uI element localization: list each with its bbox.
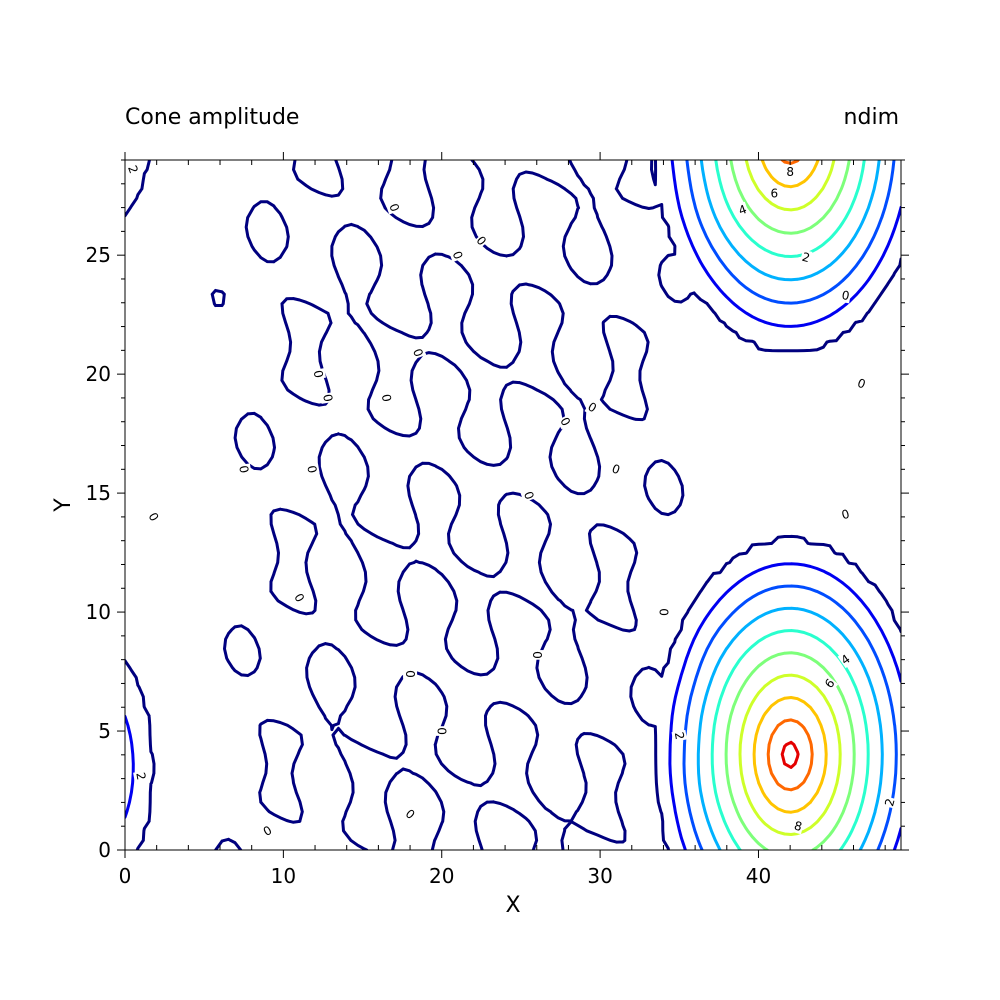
- contour-label: 2: [133, 771, 148, 781]
- contour-label-background: [785, 164, 795, 179]
- contour-label: 2: [882, 797, 898, 808]
- y-tick-label: 0: [98, 838, 111, 862]
- contour-label-background: [671, 729, 688, 742]
- contour-label: 0: [450, 249, 466, 261]
- contour-label-background: [409, 345, 427, 360]
- x-tick-label: 20: [429, 864, 454, 888]
- contour-label-background: [556, 414, 574, 430]
- contour-label-background: [799, 249, 813, 266]
- contour-label: 0: [435, 727, 449, 735]
- contour-label: 0: [521, 489, 537, 501]
- contour-label-background: [259, 822, 276, 840]
- contour-level-8: [766, 160, 814, 792]
- contour-level-1: [125, 160, 901, 850]
- contour-level-2: [682, 160, 898, 850]
- contour-label-background: [854, 375, 869, 392]
- contour-label-background: [839, 506, 853, 523]
- contour-label-background: [310, 368, 326, 381]
- x-tick-label: 0: [119, 864, 132, 888]
- contour-label-background: [881, 795, 898, 809]
- contour-level-9: [780, 740, 800, 769]
- contour-label-background: [124, 162, 142, 177]
- contour-level-7: [752, 160, 828, 814]
- y-tick-label: 5: [98, 719, 111, 743]
- contour-label: 0: [236, 464, 251, 474]
- contour-label: 6: [770, 186, 778, 200]
- contour-label: 2: [672, 731, 687, 741]
- contour-label: 0: [320, 393, 335, 403]
- contour-label-background: [403, 669, 418, 679]
- contour-label-background: [529, 650, 544, 660]
- contour-label: 8: [786, 165, 794, 179]
- contour-label-background: [839, 287, 852, 304]
- contour-level-5: [724, 160, 856, 850]
- x-tick-label: 40: [746, 864, 771, 888]
- contour-label: 8: [793, 818, 804, 834]
- y-tick-label: 25: [86, 243, 111, 267]
- contour-label: 0: [841, 288, 851, 303]
- contour-label: 2: [125, 164, 141, 176]
- contour-label-background: [656, 607, 671, 617]
- contour-label: 0: [379, 393, 394, 403]
- contour-level-3: [696, 160, 884, 850]
- contour-label: 0: [304, 464, 319, 474]
- contour-level-0: [125, 160, 901, 850]
- x-axis-label: X: [505, 893, 520, 918]
- contour-label: 0: [656, 608, 670, 616]
- contour-label: 0: [311, 369, 326, 379]
- contour-label-background: [236, 463, 252, 476]
- contour-label: 4: [737, 202, 749, 218]
- title-left: Cone amplitude: [125, 105, 299, 130]
- contour-label: 0: [530, 651, 544, 659]
- contour-label-background: [304, 463, 320, 476]
- contour-label-background: [290, 590, 308, 606]
- contour-label-background: [609, 461, 623, 478]
- contour-label-background: [449, 248, 466, 263]
- contour-label-background: [434, 726, 449, 736]
- title-right: ndim: [844, 105, 899, 130]
- contour-label-background: [401, 805, 419, 823]
- contour-label: 2: [800, 250, 811, 266]
- y-axis-label: Y: [51, 498, 76, 513]
- contour-label: 0: [610, 461, 622, 477]
- contour-label: 0: [840, 507, 851, 523]
- contour-label-background: [735, 201, 750, 219]
- contour-label: 0: [410, 347, 426, 359]
- contour-label-background: [769, 186, 780, 201]
- contour-label-background: [133, 770, 149, 783]
- contour-label-background: [791, 818, 805, 835]
- y-tick-label: 10: [86, 600, 111, 624]
- contour-label: 0: [855, 376, 867, 392]
- contour-level-6: [738, 160, 842, 836]
- contour-label-background: [837, 651, 854, 669]
- contour-label-background: [145, 509, 162, 525]
- contour-label-background: [584, 398, 600, 416]
- contour-label-background: [319, 391, 336, 404]
- contour-label: 0: [386, 202, 402, 214]
- y-tick-label: 20: [86, 362, 111, 386]
- y-tick-label: 15: [86, 481, 111, 505]
- contour-label-background: [520, 488, 538, 503]
- contour-lines: [125, 160, 901, 850]
- x-tick-label: 10: [271, 864, 296, 888]
- contour-label-background: [385, 200, 403, 215]
- contour-label-background: [378, 391, 395, 404]
- x-tick-label: 30: [587, 864, 612, 888]
- contour-level-4: [710, 160, 870, 850]
- contour-label-background: [472, 232, 490, 250]
- contour-label-background: [821, 675, 839, 692]
- contour-label: 0: [403, 670, 417, 678]
